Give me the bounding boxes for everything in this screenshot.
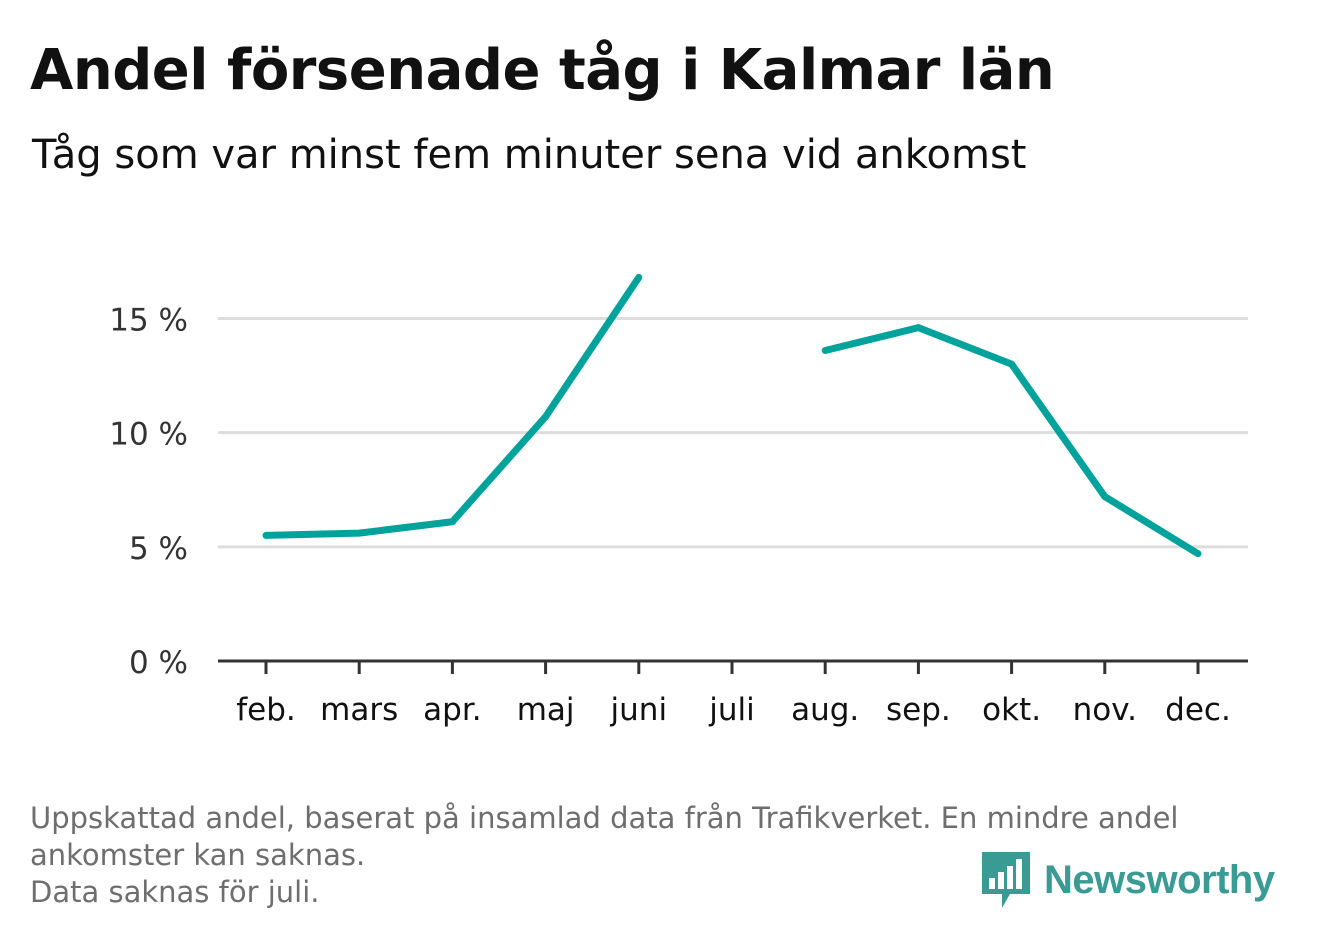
y-tick-label: 0 % xyxy=(129,645,188,681)
x-tick-label: apr. xyxy=(423,692,481,728)
bar-chart-speech-bubble-icon xyxy=(982,852,1030,908)
data-point xyxy=(448,518,456,526)
series-layer xyxy=(262,273,1202,558)
data-point xyxy=(1101,493,1109,501)
data-point xyxy=(914,324,922,332)
y-axis-labels: 0 % 5 % 10 % 15 % xyxy=(109,303,188,682)
x-tick-label: aug. xyxy=(791,692,859,728)
x-tick-label: feb. xyxy=(236,692,296,728)
x-tick-label: mars xyxy=(320,692,398,728)
x-tick-label: juli xyxy=(708,692,755,728)
data-point xyxy=(262,531,270,539)
x-axis xyxy=(218,659,1248,674)
data-point xyxy=(635,273,643,281)
footnote-line-1: Uppskattad andel, baserat på insamlad da… xyxy=(30,801,1179,835)
chart-subtitle: Tåg som var minst fem minuter sena vid a… xyxy=(32,132,1027,178)
x-tick-label: maj xyxy=(517,692,575,728)
gridlines xyxy=(218,317,1248,549)
series-line xyxy=(265,275,642,539)
brand-name: Newsworthy xyxy=(1044,857,1275,902)
chart-title: Andel försenade tåg i Kalmar län xyxy=(30,38,1055,103)
data-point xyxy=(355,529,363,537)
data-point xyxy=(1008,360,1016,368)
x-tick-label: juni xyxy=(610,692,668,728)
y-tick-label: 15 % xyxy=(109,303,188,339)
data-point xyxy=(821,346,829,354)
data-point xyxy=(1194,550,1202,558)
y-tick-label: 10 % xyxy=(109,417,188,453)
data-point xyxy=(542,413,550,421)
x-tick-label: sep. xyxy=(886,692,951,728)
x-tick-label: okt. xyxy=(982,692,1041,728)
footnote-line-2: ankomster kan saknas. xyxy=(30,838,366,872)
x-axis-labels: feb. mars apr. maj juni juli aug. sep. okt. nov. d… xyxy=(236,692,1231,728)
y-tick-label: 5 % xyxy=(129,531,188,567)
footnote-line-3: Data saknas för juli. xyxy=(30,875,320,909)
x-tick-label: nov. xyxy=(1073,692,1137,728)
x-tick-label: dec. xyxy=(1165,692,1231,728)
newsworthy-logo[interactable]: Newsworthy xyxy=(980,850,1275,910)
footnote: Uppskattad andel, baserat på insamlad da… xyxy=(30,800,1290,911)
